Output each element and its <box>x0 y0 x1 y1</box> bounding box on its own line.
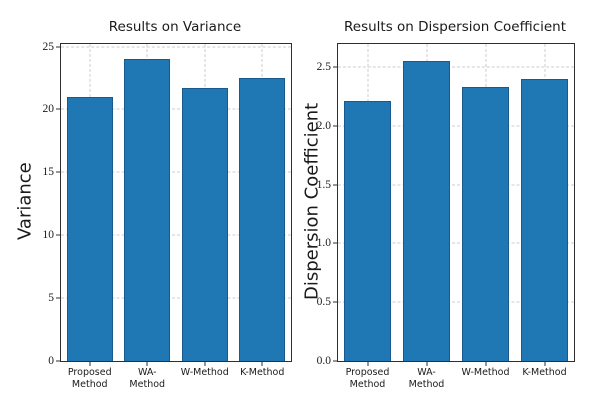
x-tick-label: W-Method <box>461 367 510 378</box>
x-tick-label: Proposed Method <box>345 367 390 390</box>
bar-slot <box>515 44 574 361</box>
y-tick-label: 0.5 <box>316 296 331 309</box>
bar-wa-method <box>402 61 451 361</box>
bar-slot <box>338 44 397 361</box>
x-tick-label: K-Method <box>522 367 567 378</box>
gridline-horizontal <box>61 234 291 236</box>
chart-title-variance: Results on Variance <box>108 18 242 35</box>
x-tick-label: W-Method <box>180 367 229 378</box>
x-tick-mark <box>544 362 545 366</box>
y-tick-label: 0.0 <box>316 355 331 367</box>
y-tick-mark <box>56 360 60 362</box>
y-tick-mark <box>56 234 60 236</box>
x-tick-label: K-Method <box>240 367 285 378</box>
y-tick-label: 15 <box>42 166 55 179</box>
bars-layer <box>61 44 291 361</box>
y-tick-label: 2.0 <box>316 119 331 132</box>
y-tick-mark <box>333 301 337 303</box>
bar-k-method <box>239 77 286 361</box>
bar-proposed-method <box>66 96 113 361</box>
bar-slot <box>61 44 119 361</box>
bar-w-method <box>461 86 510 361</box>
x-tick-mark <box>89 362 91 366</box>
y-axis-label-dispersion: Dispersion Coefficient <box>301 102 323 301</box>
gridline-horizontal <box>338 125 574 127</box>
plot-area-variance: 0 5 10 15 20 25 Proposed Method WA- Method W-Met… <box>43 41 292 390</box>
y-tick-label: 1.0 <box>316 237 331 250</box>
x-tick-mark <box>367 362 368 366</box>
y-tick-mark <box>333 66 337 68</box>
chart-title-dispersion: Results on Dispersion Coefficient <box>343 18 566 35</box>
y-tick-mark <box>333 125 337 127</box>
bar-wa-method <box>124 59 171 361</box>
bar-slot <box>456 44 515 361</box>
bars-layer <box>338 44 574 361</box>
bar-k-method <box>520 78 569 361</box>
x-tick-mark <box>146 362 148 366</box>
y-tick-mark <box>333 242 337 244</box>
y-axis-label-variance: Variance <box>14 162 36 241</box>
y-tick-mark <box>56 171 60 173</box>
gridline-horizontal <box>338 242 574 244</box>
plot-area-dispersion: 0.0 0.5 1.0 1.5 2.0 2.5 Proposed Method WA- Met… <box>317 43 575 390</box>
y-tick-label: 0 <box>48 355 54 367</box>
x-tick-mark <box>261 362 263 366</box>
y-tick-label: 10 <box>42 229 55 242</box>
bar-slot <box>397 44 456 361</box>
x-tick-label: WA- Method <box>129 367 166 390</box>
gridline-horizontal <box>61 108 291 110</box>
y-tick-label: 2.5 <box>316 60 331 73</box>
gridline-horizontal <box>61 297 291 299</box>
y-tick-label: 20 <box>42 103 55 116</box>
x-tick-mark <box>485 362 486 366</box>
x-tick-label: WA- Method <box>408 367 445 390</box>
gridline-horizontal <box>61 171 291 173</box>
gridline-horizontal <box>338 184 574 186</box>
y-tick-label: 1.5 <box>316 178 331 191</box>
y-tick-mark <box>333 360 337 362</box>
bar-proposed-method <box>343 101 392 361</box>
gridline-horizontal <box>338 66 574 68</box>
y-tick-label: 5 <box>48 292 54 305</box>
x-tick-mark <box>204 362 206 366</box>
y-tick-mark <box>56 297 60 299</box>
bar-w-method <box>181 88 228 361</box>
x-tick-label: Proposed Method <box>67 367 112 390</box>
y-tick-mark <box>56 108 60 110</box>
gridline-horizontal <box>338 301 574 303</box>
bar-slot <box>176 44 234 361</box>
y-tick-label: 25 <box>42 40 55 53</box>
bar-slot <box>234 44 292 361</box>
y-tick-mark <box>333 184 337 186</box>
x-tick-mark <box>426 362 427 366</box>
gridline-horizontal <box>61 46 291 48</box>
y-tick-mark <box>56 46 60 48</box>
bar-slot <box>119 44 177 361</box>
